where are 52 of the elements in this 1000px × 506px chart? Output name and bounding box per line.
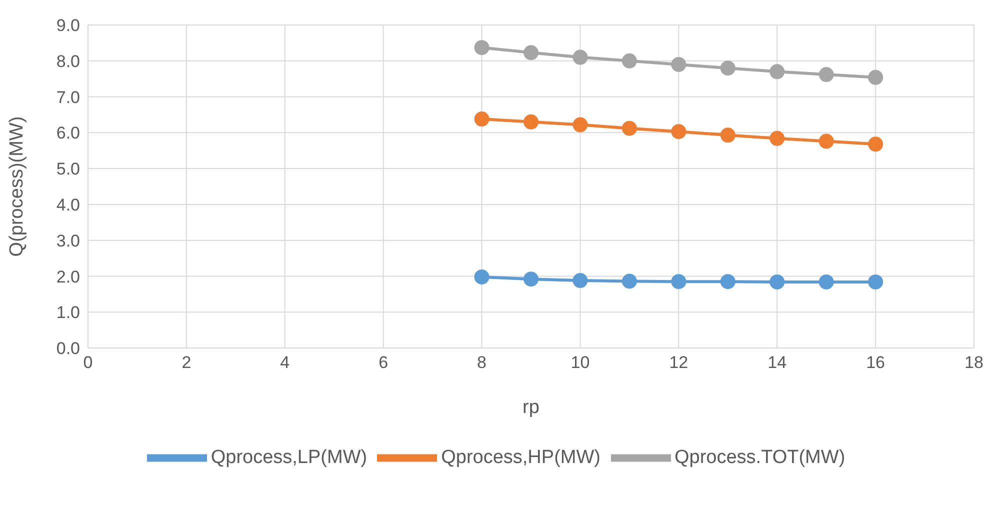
legend-label: Qprocess,HP(MW) <box>441 447 600 468</box>
x-tick-label: 16 <box>866 353 886 372</box>
point <box>770 64 785 80</box>
x-tick-label: 12 <box>669 353 688 372</box>
point <box>622 53 637 68</box>
point <box>474 112 490 127</box>
y-tick-label: 5.0 <box>56 160 80 179</box>
point <box>720 128 736 143</box>
point <box>770 130 785 146</box>
y-tick-label: 2.0 <box>56 267 80 286</box>
point <box>622 274 637 289</box>
x-tick-label: 10 <box>570 353 590 372</box>
x-tick-label: 14 <box>768 353 787 372</box>
point <box>720 60 736 76</box>
legend-label: Qprocess.TOT(MW) <box>674 447 846 468</box>
point <box>572 50 588 65</box>
y-tick-label: 6.0 <box>56 124 80 143</box>
x-tick-label: 6 <box>378 353 388 372</box>
x-tick-label: 4 <box>280 353 290 372</box>
point <box>720 274 736 290</box>
y-tick-label: 9.0 <box>56 16 80 36</box>
legend-label: Qprocess,LP(MW) <box>210 447 368 468</box>
point <box>671 56 686 72</box>
point <box>622 120 637 136</box>
x-tick-label: 18 <box>964 353 984 372</box>
point <box>524 45 538 60</box>
point <box>868 274 884 290</box>
y-tick-label: 0.0 <box>56 339 80 358</box>
point <box>868 136 884 152</box>
x-tick-label: 8 <box>477 353 487 372</box>
point <box>572 117 588 132</box>
point <box>474 40 490 56</box>
x-axis-title: rp <box>522 397 540 418</box>
x-tick-label: 0 <box>83 353 93 372</box>
point <box>474 269 490 284</box>
y-tick-label: 1.0 <box>56 303 80 322</box>
point <box>770 274 785 290</box>
point <box>524 272 538 287</box>
x-tick-label: 2 <box>182 353 192 372</box>
point <box>818 274 834 290</box>
point <box>572 273 588 288</box>
y-axis-title: Q(process)(MW) <box>6 116 28 257</box>
point <box>671 274 686 290</box>
point <box>671 124 686 140</box>
y-tick-label: 8.0 <box>56 52 80 71</box>
y-tick-label: 7.0 <box>56 88 80 107</box>
point <box>818 134 834 149</box>
point <box>818 67 834 82</box>
y-tick-label: 3.0 <box>56 231 80 250</box>
point <box>868 70 884 85</box>
y-tick-label: 4.0 <box>56 195 80 214</box>
point <box>524 114 538 130</box>
